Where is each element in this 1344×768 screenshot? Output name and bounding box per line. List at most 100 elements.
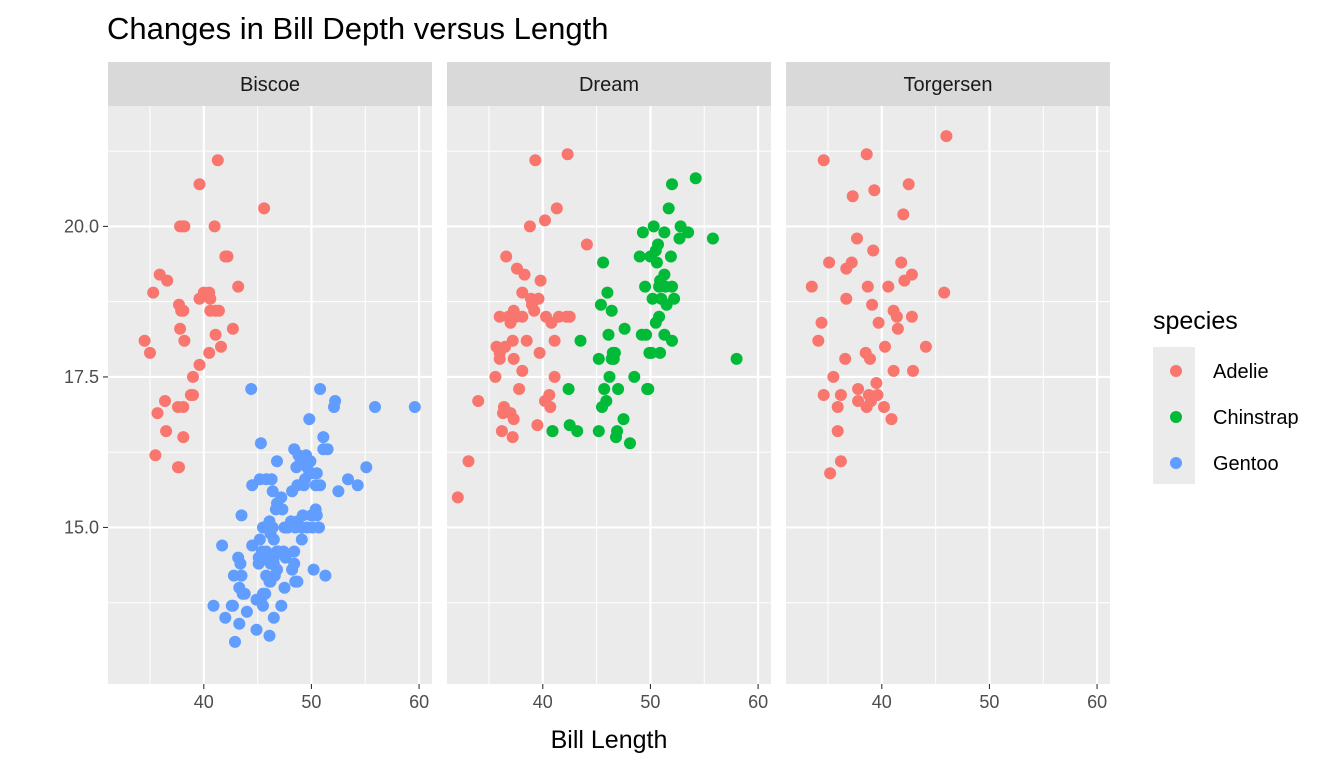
panel-background [108, 106, 432, 684]
legend-label-chinstrap: Chinstrap [1213, 407, 1299, 429]
data-point-chinstrap [608, 346, 621, 359]
data-point-gentoo [304, 455, 317, 468]
data-point-chinstrap [598, 383, 611, 395]
data-point-adelie [815, 316, 828, 329]
data-point-adelie [544, 401, 557, 413]
data-point-adelie [831, 425, 844, 438]
data-point-gentoo [207, 599, 220, 612]
data-point-adelie [173, 461, 185, 474]
data-point-chinstrap [666, 280, 678, 293]
data-point-adelie [513, 383, 526, 395]
data-point-adelie [203, 346, 216, 359]
data-point-gentoo [317, 431, 330, 444]
data-point-adelie [812, 334, 825, 347]
data-point-adelie [890, 310, 903, 323]
data-point-adelie [870, 377, 883, 389]
data-point-adelie [516, 364, 529, 377]
data-point-gentoo [266, 521, 279, 534]
x-tick-label: 40 [872, 692, 892, 712]
data-point-adelie [852, 395, 865, 407]
data-point-chinstrap [642, 383, 655, 395]
data-point-adelie [839, 352, 852, 365]
data-point-gentoo [235, 509, 248, 522]
facet-panel-torgersen: Torgersen 40 50 60 [786, 62, 1110, 712]
data-point-adelie [178, 334, 191, 347]
data-point-chinstrap [633, 250, 646, 263]
data-point-adelie [897, 208, 910, 221]
data-point-chinstrap [612, 383, 625, 395]
data-point-adelie [840, 292, 853, 305]
data-point-chinstrap [658, 226, 671, 239]
data-point-adelie [902, 178, 915, 191]
data-point-adelie [871, 389, 884, 401]
legend-label-gentoo: Gentoo [1213, 453, 1279, 475]
data-point-adelie [212, 304, 225, 317]
facet-panel-dream: Dream 40 50 60 [447, 62, 771, 712]
facet-strip-dream [447, 62, 771, 106]
data-point-gentoo [310, 509, 323, 522]
data-point-adelie [147, 286, 160, 299]
data-point-adelie [531, 419, 544, 432]
y-axis: 15.0 17.5 20.0 [64, 216, 108, 537]
data-point-gentoo [257, 599, 269, 612]
data-point-adelie [159, 395, 171, 407]
data-point-adelie [489, 370, 502, 383]
x-axis-title: Bill Length [551, 726, 668, 754]
data-point-adelie [851, 232, 863, 245]
data-point-adelie [193, 178, 206, 191]
data-point-adelie [211, 154, 224, 167]
data-point-adelie [187, 370, 199, 383]
series-dream-adelie [451, 148, 593, 504]
data-point-adelie [805, 280, 818, 293]
data-point-adelie [177, 401, 190, 413]
data-point-adelie [550, 202, 563, 215]
data-point-adelie [144, 346, 156, 359]
data-point-gentoo [310, 467, 323, 480]
data-point-gentoo [296, 509, 309, 522]
data-point-adelie [548, 370, 561, 383]
data-point-gentoo [265, 473, 278, 486]
data-point-chinstrap [603, 370, 616, 383]
data-point-chinstrap [640, 328, 653, 341]
data-point-adelie [221, 250, 234, 263]
data-point-adelie [149, 449, 162, 462]
data-point-adelie [879, 340, 891, 353]
data-point-adelie [872, 316, 885, 329]
data-point-adelie [919, 340, 932, 353]
series-biscoe-adelie [138, 154, 271, 474]
y-tick-label: 15.0 [64, 517, 99, 537]
facet-strip-label-torgersen: Torgersen [904, 74, 993, 96]
chart-title: Changes in Bill Depth versus Length [107, 11, 608, 46]
facet-panels: Biscoe 40 50 60 Dream 40 50 60 Torgersen 40 50 60 [108, 62, 1110, 712]
data-point-adelie [193, 358, 206, 371]
data-point-gentoo [288, 545, 301, 558]
data-point-chinstrap [689, 172, 702, 185]
data-point-chinstrap [652, 238, 664, 251]
data-point-adelie [520, 334, 533, 347]
data-point-adelie [518, 268, 531, 281]
data-point-adelie [885, 413, 898, 426]
panel-background [786, 106, 1110, 684]
data-point-gentoo [240, 605, 253, 618]
data-point-chinstrap [617, 413, 630, 426]
data-point-chinstrap [605, 304, 618, 317]
data-point-chinstrap [666, 178, 678, 191]
data-point-adelie [887, 364, 900, 377]
facet-strip-label-biscoe: Biscoe [240, 74, 300, 96]
data-point-gentoo [259, 587, 272, 600]
data-point-gentoo [254, 437, 267, 450]
data-point-gentoo [307, 563, 320, 576]
facet-strip-label-dream: Dream [579, 74, 639, 96]
data-point-adelie [529, 154, 542, 167]
data-point-chinstrap [658, 268, 671, 281]
data-point-gentoo [329, 395, 342, 407]
data-point-adelie [882, 280, 895, 293]
data-point-adelie [831, 401, 844, 413]
data-point-adelie [209, 328, 222, 341]
data-point-gentoo [219, 611, 232, 624]
data-point-chinstrap [628, 370, 641, 383]
data-point-adelie [860, 148, 873, 161]
data-point-gentoo [226, 599, 239, 612]
data-point-adelie [258, 202, 271, 215]
data-point-gentoo [271, 455, 283, 468]
